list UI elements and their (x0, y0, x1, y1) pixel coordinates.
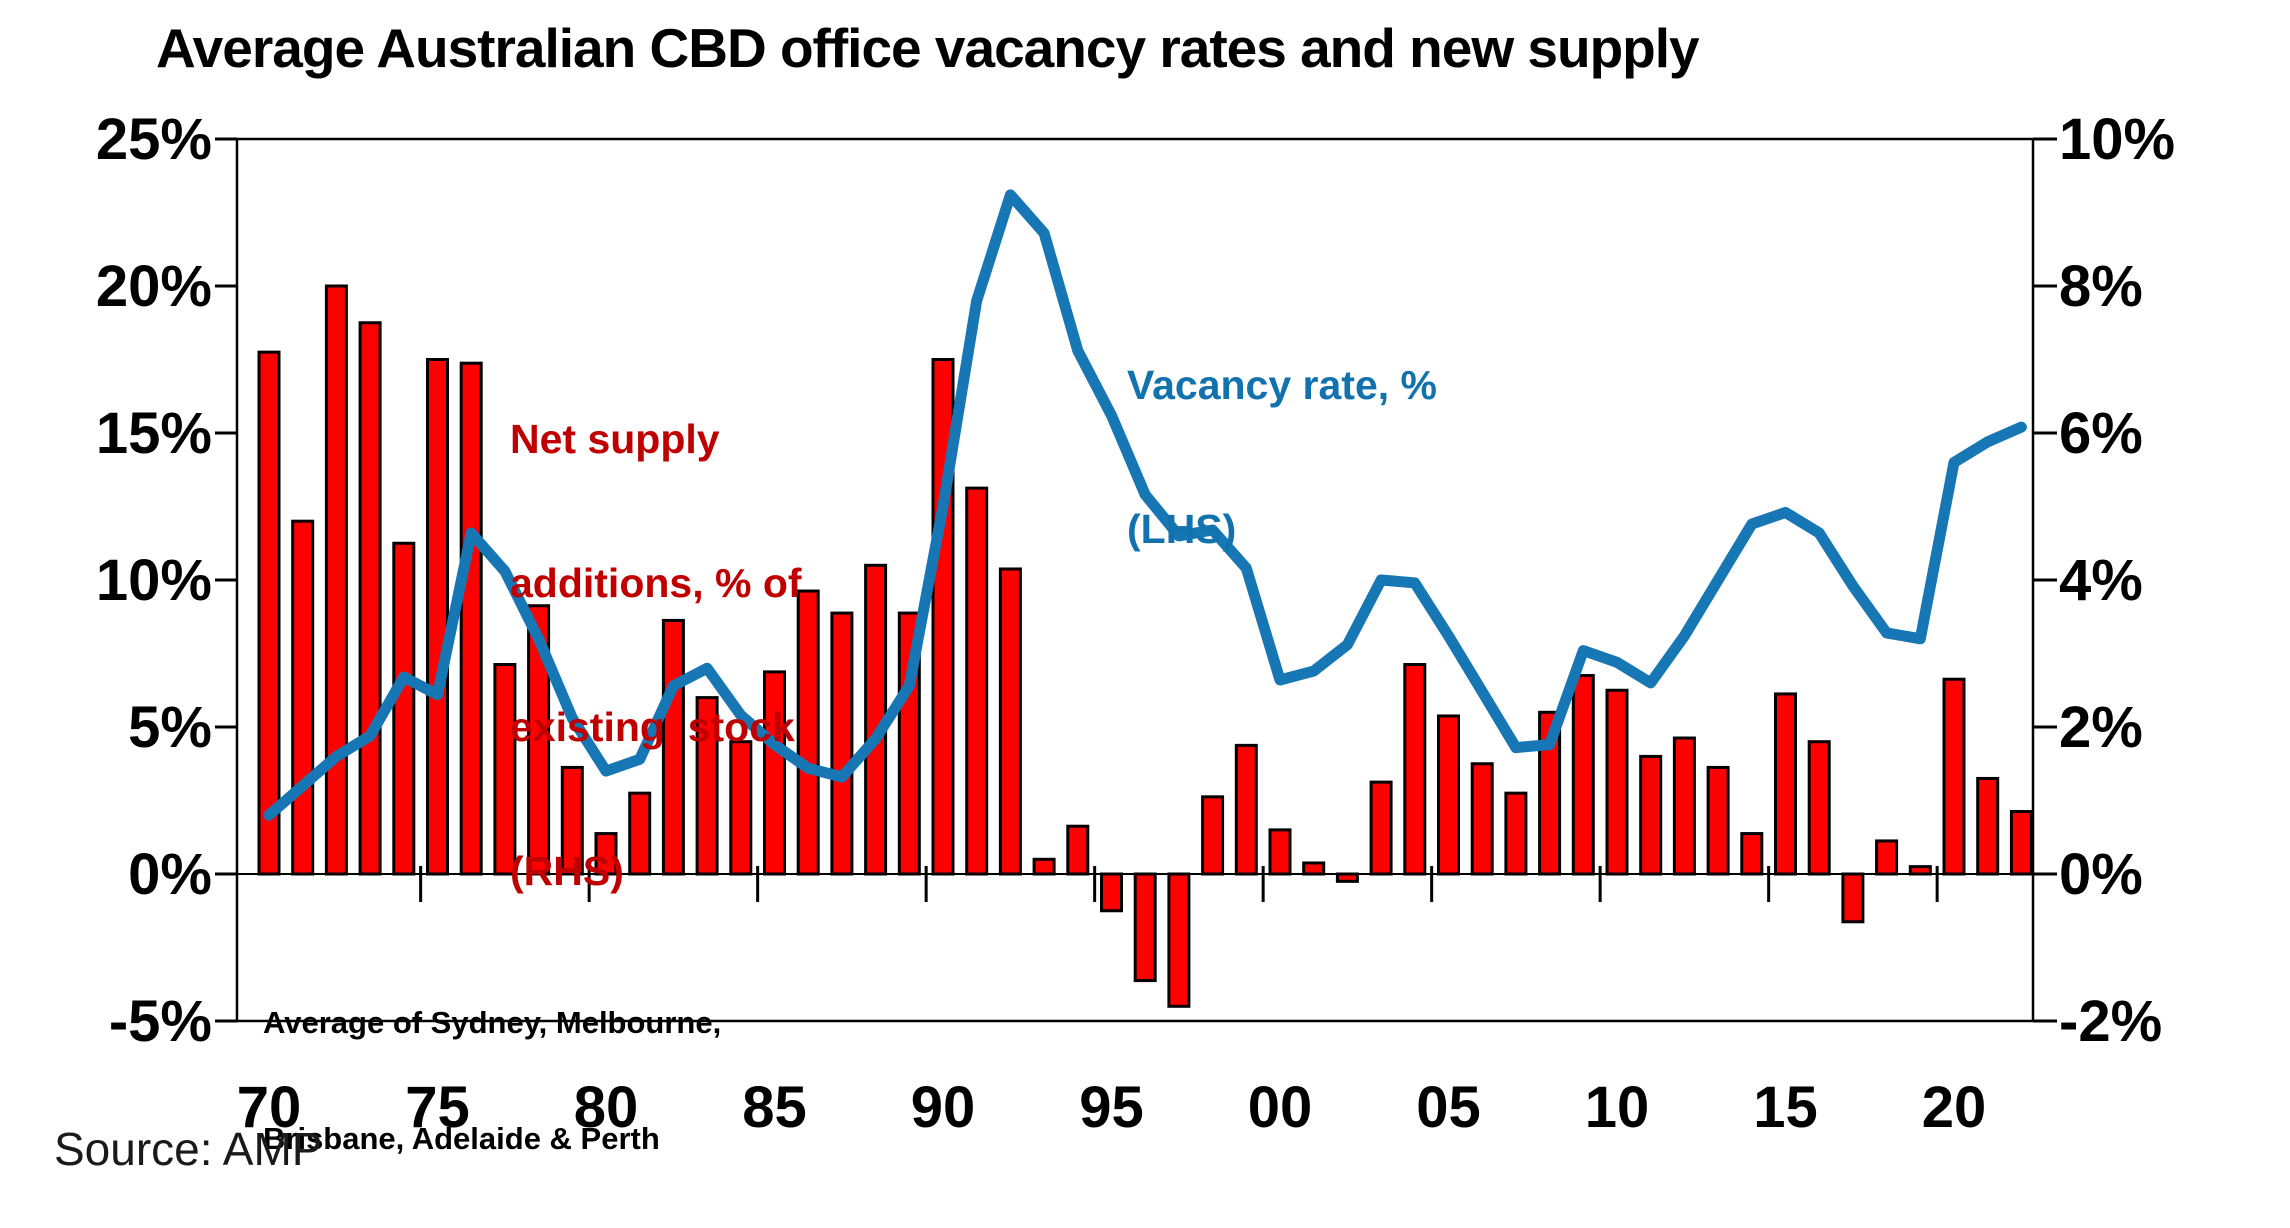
left-axis-label: -5% (109, 989, 212, 1054)
vacancy-rate-line (263, 189, 2027, 821)
bar-2002 (1335, 872, 1359, 883)
bar-2005 (1437, 714, 1460, 876)
bar-2017 (1841, 872, 1865, 924)
line-series-legend: Vacancy rate, % (LHS) (1127, 266, 1437, 602)
bar-legend-line-1: Net supply (510, 415, 720, 462)
x-axis-label: 75 (405, 1075, 470, 1140)
bar-2001 (1302, 861, 1326, 876)
bar-2019 (1908, 865, 1932, 876)
bar-2011 (1639, 754, 1663, 876)
bar-2022 (2009, 810, 2033, 876)
bar-1998 (1201, 795, 1225, 876)
left-axis-label: 25% (96, 107, 212, 172)
source-note: Source: AMP (54, 1123, 323, 1175)
bar-2004 (1403, 663, 1427, 876)
left-axis-label: 5% (128, 695, 212, 760)
right-axis-label: 8% (2059, 254, 2143, 319)
bar-2016 (1807, 740, 1831, 876)
bar-1976 (459, 361, 483, 876)
bar-2010 (1605, 688, 1629, 876)
bar-2013 (1706, 765, 1730, 876)
bar-1996 (1133, 872, 1157, 983)
bar-1999 (1234, 743, 1258, 876)
bar-2014 (1740, 832, 1764, 876)
bar-2000 (1268, 828, 1292, 876)
bar-2015 (1774, 692, 1797, 876)
x-axis-label: 95 (1079, 1075, 1144, 1140)
right-axis-label: 0% (2059, 842, 2143, 907)
bar-1992 (998, 567, 1022, 876)
x-axis-label: 20 (1922, 1075, 1987, 1140)
left-axis-label: 20% (96, 254, 212, 319)
x-axis-label: 15 (1753, 1075, 1818, 1140)
bar-1987 (830, 611, 854, 876)
bar-legend-line-4: (RHS) (510, 847, 624, 894)
bar-1997 (1167, 872, 1191, 1008)
left-axis-label: 15% (96, 401, 212, 466)
bar-2007 (1504, 791, 1528, 876)
bar-1993 (1032, 857, 1056, 876)
x-axis-label: 05 (1416, 1075, 1481, 1140)
annotation-line-2: Brisbane, Adelaide & Perth (263, 1120, 660, 1156)
chart-title: Average Australian CBD office vacancy ra… (156, 17, 1700, 79)
right-axis-label: 6% (2059, 401, 2143, 466)
annotation-line-1: Average of Sydney, Melbourne, (263, 1004, 722, 1040)
bar-2006 (1470, 762, 1494, 876)
x-axis-label: 90 (911, 1075, 976, 1140)
left-axis-label: 0% (128, 842, 212, 907)
bar-2020 (1942, 677, 1966, 876)
x-axis-label: 80 (574, 1075, 639, 1140)
bar-2018 (1875, 839, 1899, 876)
x-axis-label: 00 (1248, 1075, 1313, 1140)
right-axis-label: 4% (2059, 548, 2143, 613)
bar-1975 (426, 358, 449, 876)
line-legend-line-1: Vacancy rate, % (1127, 361, 1437, 408)
right-axis-label: 10% (2059, 107, 2175, 172)
bar-1973 (358, 321, 382, 876)
right-axis-label: -2% (2059, 989, 2162, 1054)
cities-annotation: Average of Sydney, Melbourne, Brisbane, … (263, 926, 721, 1197)
bar-2009 (1571, 674, 1595, 876)
bar-legend-line-2: additions, % of (510, 559, 802, 606)
bar-1972 (324, 284, 348, 876)
bar-2021 (1976, 776, 2000, 876)
x-axis-label: 10 (1585, 1075, 1650, 1140)
line-legend-line-2: (LHS) (1127, 505, 1237, 552)
x-axis-label: 70 (237, 1075, 302, 1140)
bar-2003 (1369, 780, 1393, 876)
bar-1974 (392, 541, 416, 876)
bar-1991 (965, 486, 989, 876)
left-axis-label: 10% (96, 548, 212, 613)
bar-legend-line-3: existing stock (510, 703, 795, 750)
right-axis-label: 2% (2059, 695, 2143, 760)
bar-1971 (291, 519, 315, 876)
bar-2012 (1672, 736, 1696, 876)
bar-1970 (257, 350, 281, 876)
bar-1995 (1100, 872, 1123, 913)
bar-1994 (1066, 824, 1090, 876)
x-axis-label: 85 (742, 1075, 807, 1140)
bar-series-legend: Net supply additions, % of existing stoc… (510, 320, 802, 944)
